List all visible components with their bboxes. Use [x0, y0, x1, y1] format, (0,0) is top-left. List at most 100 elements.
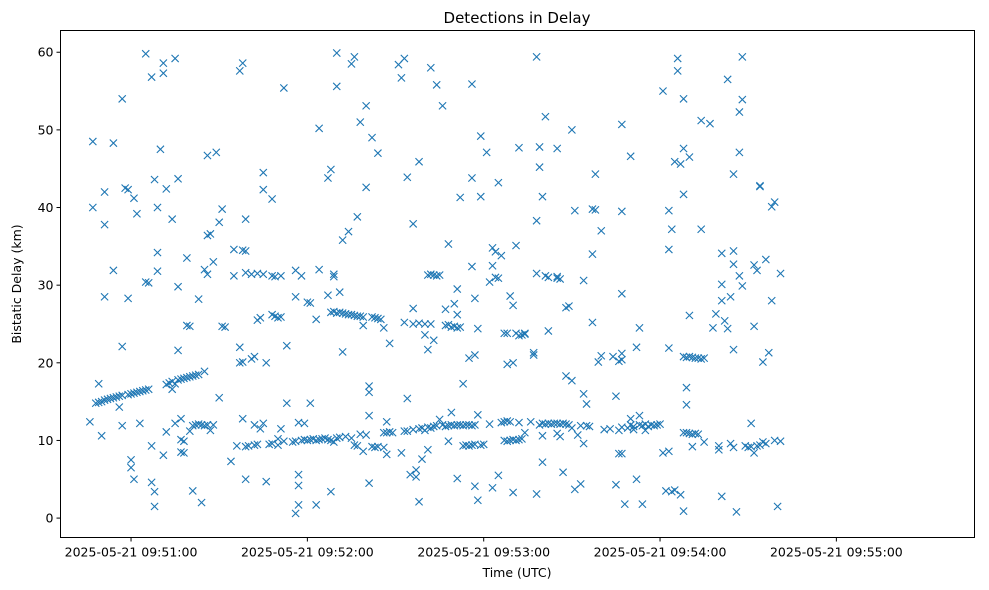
data-point: [579, 389, 588, 398]
data-point: [761, 255, 770, 264]
data-point: [385, 427, 394, 436]
data-point: [238, 414, 247, 423]
data-point: [356, 312, 365, 321]
data-point: [344, 227, 353, 236]
data-point: [218, 322, 227, 331]
data-point: [315, 265, 324, 274]
data-markers: [85, 49, 785, 518]
data-point: [562, 420, 570, 429]
data-point: [159, 451, 168, 460]
data-point: [182, 321, 191, 330]
data-point: [291, 292, 300, 301]
data-point: [162, 427, 171, 436]
data-point: [423, 445, 432, 454]
data-point: [279, 437, 288, 446]
data-point: [450, 299, 459, 308]
y-tick-label: 20: [38, 355, 54, 370]
data-point: [506, 292, 515, 301]
data-point: [359, 313, 368, 321]
data-point: [467, 421, 476, 430]
data-point: [373, 149, 382, 158]
data-point: [650, 421, 659, 430]
data-point: [532, 52, 541, 61]
data-point: [500, 417, 509, 426]
data-point: [97, 431, 106, 440]
data-point: [488, 243, 497, 252]
data-point: [467, 80, 476, 89]
y-tick-label: 40: [38, 200, 54, 215]
data-point: [124, 185, 133, 194]
data-point: [482, 148, 491, 157]
data-point: [397, 73, 406, 82]
data-point: [714, 441, 723, 450]
data-point: [174, 346, 183, 355]
data-point: [726, 439, 735, 448]
data-point: [753, 441, 762, 450]
data-point: [441, 422, 450, 431]
data-point: [171, 54, 180, 63]
data-point: [150, 502, 159, 511]
data-point: [673, 54, 682, 63]
data-point: [115, 403, 124, 412]
data-point: [658, 448, 667, 457]
data-point: [382, 450, 391, 459]
data-point: [538, 431, 547, 440]
data-point: [770, 198, 779, 207]
data-point: [132, 209, 141, 218]
data-point: [129, 389, 138, 398]
data-point: [200, 421, 209, 430]
data-point: [127, 463, 136, 472]
data-point: [94, 398, 103, 407]
data-point: [171, 379, 180, 388]
data-point: [185, 372, 194, 381]
data-point: [465, 441, 473, 450]
data-point: [520, 329, 529, 338]
data-point: [459, 441, 468, 450]
data-point: [473, 324, 482, 333]
data-point: [735, 271, 744, 280]
data-point: [359, 321, 368, 330]
data-point: [688, 442, 697, 451]
x-tick-label: 2025-05-21 09:51:00: [65, 545, 198, 560]
data-point: [168, 385, 177, 394]
data-point: [717, 492, 726, 501]
data-point: [444, 421, 453, 430]
data-point: [679, 352, 688, 361]
data-point: [273, 441, 282, 450]
data-point: [259, 168, 268, 177]
data-point: [400, 54, 409, 63]
data-point: [409, 219, 418, 228]
data-point: [347, 434, 356, 443]
data-point: [268, 271, 277, 280]
data-point: [453, 323, 462, 332]
data-point: [379, 443, 388, 452]
data-point: [470, 351, 479, 360]
data-point: [473, 496, 482, 505]
data-point: [85, 417, 94, 426]
data-point: [150, 175, 159, 184]
data-point: [229, 245, 238, 254]
data-point: [467, 262, 476, 271]
data-point: [179, 437, 188, 446]
data-point: [229, 271, 238, 280]
data-point: [288, 438, 297, 446]
data-point: [638, 500, 647, 509]
data-point: [573, 431, 582, 440]
data-point: [459, 379, 468, 388]
data-point: [611, 480, 620, 489]
data-point: [194, 295, 203, 304]
data-point: [529, 351, 538, 360]
data-point: [409, 304, 418, 313]
data-point: [174, 282, 183, 291]
data-point: [329, 438, 338, 446]
data-point: [553, 419, 562, 428]
data-point: [579, 276, 588, 285]
data-point: [664, 447, 673, 456]
data-point: [456, 420, 465, 429]
data-point: [323, 291, 332, 300]
data-point: [441, 305, 450, 314]
data-point: [732, 507, 741, 516]
data-point: [109, 139, 118, 148]
data-point: [188, 372, 197, 380]
